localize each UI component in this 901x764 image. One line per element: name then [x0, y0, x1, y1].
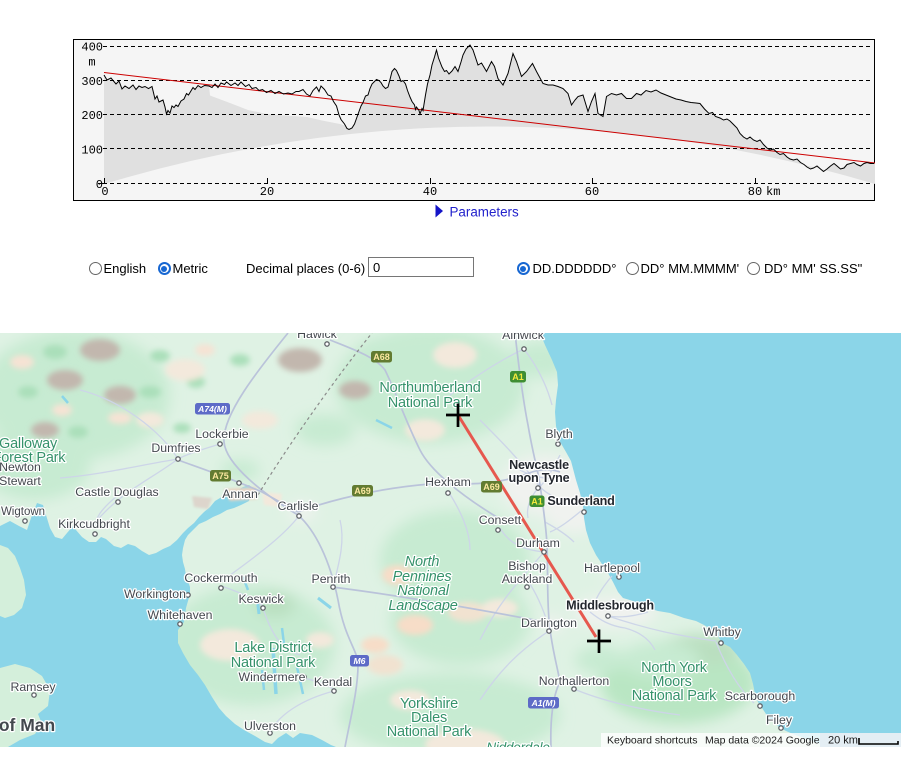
svg-text:National Park: National Park: [387, 724, 472, 740]
svg-text:Newton: Newton: [0, 460, 41, 474]
svg-text:Northumberland: Northumberland: [379, 380, 480, 396]
svg-text:National Park: National Park: [632, 688, 717, 704]
svg-text:A69: A69: [354, 486, 371, 496]
svg-text:400: 400: [81, 41, 103, 55]
svg-text:m: m: [88, 56, 95, 70]
svg-text:of Man: of Man: [0, 715, 55, 735]
svg-text:Newcastle: Newcastle: [509, 458, 569, 472]
svg-text:North York: North York: [641, 660, 708, 676]
svg-text:Middlesbrough: Middlesbrough: [566, 599, 654, 613]
svg-text:National: National: [397, 583, 450, 599]
svg-text:Lake District: Lake District: [234, 640, 311, 656]
svg-text:20 km: 20 km: [828, 735, 858, 747]
svg-text:Bishop: Bishop: [508, 559, 546, 573]
svg-text:80: 80: [748, 185, 762, 199]
svg-text:National Park: National Park: [388, 395, 473, 411]
svg-text:A1: A1: [531, 497, 543, 507]
svg-text:Workington: Workington: [124, 587, 186, 601]
svg-text:Sunderland: Sunderland: [547, 494, 614, 508]
svg-text:100: 100: [81, 144, 103, 158]
svg-text:Landscape: Landscape: [388, 598, 457, 614]
svg-text:A69: A69: [483, 482, 500, 492]
svg-text:Whitehaven: Whitehaven: [148, 608, 213, 622]
svg-text:Kirkcudbright: Kirkcudbright: [58, 517, 130, 531]
svg-text:A75: A75: [212, 471, 229, 481]
svg-text:A1: A1: [512, 372, 524, 382]
svg-text:Parameters: Parameters: [450, 205, 520, 220]
svg-text:Nidderdale: Nidderdale: [486, 740, 549, 747]
svg-text:0: 0: [96, 178, 103, 192]
svg-text:Moors: Moors: [652, 674, 691, 690]
svg-text:Alnwick: Alnwick: [502, 333, 545, 342]
svg-text:North: North: [405, 554, 440, 570]
svg-text:A74(M): A74(M): [197, 404, 227, 414]
svg-text:Ramsey: Ramsey: [10, 680, 56, 694]
svg-text:A68: A68: [373, 352, 390, 362]
svg-text:Penrith: Penrith: [312, 572, 351, 586]
svg-text:Kendal: Kendal: [314, 675, 352, 689]
svg-text:40: 40: [423, 185, 437, 199]
svg-text:Darlington: Darlington: [521, 616, 577, 630]
svg-text:Forest Park: Forest Park: [0, 450, 66, 466]
svg-text:20: 20: [260, 185, 274, 199]
svg-text:Windermere: Windermere: [239, 670, 306, 684]
svg-text:Pennines: Pennines: [393, 569, 452, 585]
svg-text:Annan: Annan: [222, 487, 258, 501]
svg-text:Keyboard shortcuts: Keyboard shortcuts: [607, 735, 697, 747]
svg-text:Hartlepool: Hartlepool: [584, 561, 640, 575]
svg-text:Stewart: Stewart: [0, 474, 41, 488]
svg-text:Galloway: Galloway: [0, 436, 58, 452]
svg-text:Whitby: Whitby: [703, 625, 741, 639]
svg-text:Keswick: Keswick: [238, 592, 284, 606]
svg-text:Consett: Consett: [479, 513, 522, 527]
svg-text:National Park: National Park: [231, 655, 316, 671]
svg-text:Cockermouth: Cockermouth: [184, 571, 257, 585]
svg-text:Dumfries: Dumfries: [151, 441, 200, 455]
svg-text:Filey: Filey: [766, 713, 793, 727]
svg-text:Blyth: Blyth: [545, 427, 572, 441]
svg-text:Lockerbie: Lockerbie: [195, 427, 248, 441]
svg-text:60: 60: [585, 185, 599, 199]
svg-text:M6: M6: [354, 656, 366, 666]
svg-text:Yorkshire: Yorkshire: [400, 696, 458, 712]
svg-text:0: 0: [101, 185, 108, 199]
svg-text:Dales: Dales: [411, 710, 447, 726]
svg-text:Durham: Durham: [516, 536, 560, 550]
svg-text:Scarborough: Scarborough: [725, 689, 796, 703]
svg-text:A1(M): A1(M): [531, 698, 556, 708]
svg-text:Hawick: Hawick: [297, 333, 337, 341]
svg-text:Ulverston: Ulverston: [244, 719, 296, 733]
svg-text:km: km: [766, 185, 780, 199]
svg-text:Castle Douglas: Castle Douglas: [75, 485, 158, 499]
svg-text:300: 300: [81, 75, 103, 89]
svg-text:Northallerton: Northallerton: [539, 674, 610, 688]
svg-text:200: 200: [81, 109, 103, 123]
svg-text:Carlisle: Carlisle: [278, 499, 319, 513]
svg-text:upon Tyne: upon Tyne: [509, 471, 570, 485]
svg-text:Wigtown: Wigtown: [1, 506, 45, 518]
svg-text:Map data ©2024 Google: Map data ©2024 Google: [705, 735, 820, 747]
svg-text:Hexham: Hexham: [425, 475, 471, 489]
svg-text:Auckland: Auckland: [502, 572, 553, 586]
